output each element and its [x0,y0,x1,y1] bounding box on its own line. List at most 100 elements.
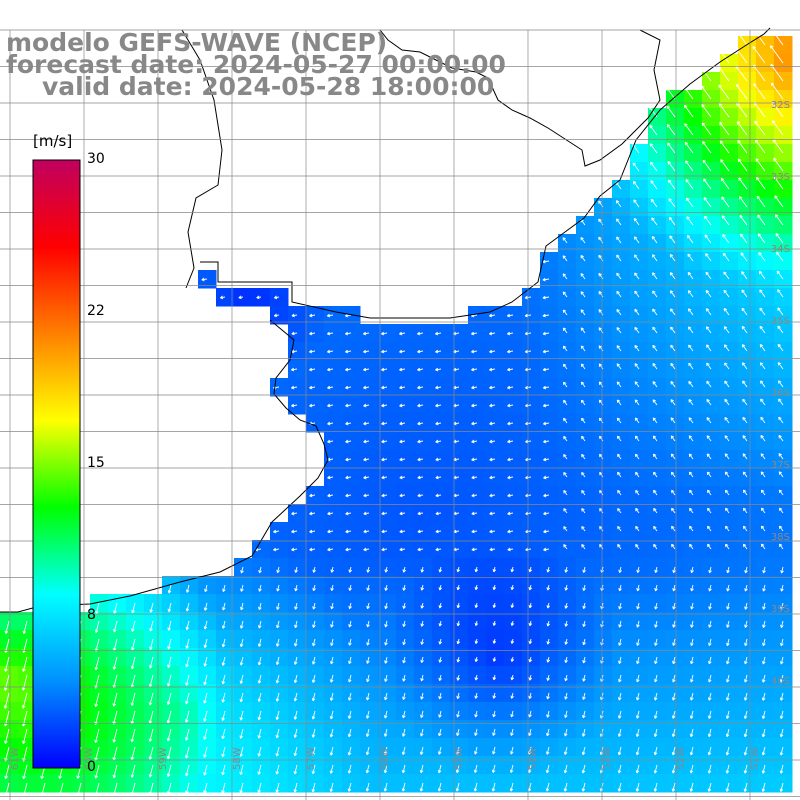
field-cell [648,288,667,307]
wind-arrow [528,602,533,609]
field-cell [360,414,379,433]
wind-arrow [417,475,424,480]
field-cell [288,522,307,541]
wind-arrow [546,728,550,737]
field-cell [396,324,415,343]
wind-arrow [685,160,694,172]
wind-arrow [780,638,784,647]
field-cell [378,486,397,505]
wind-arrow [598,363,604,370]
wind-arrow [402,638,406,646]
field-cell [558,234,577,253]
wind-arrow [112,764,118,779]
wind-arrow [112,782,118,796]
field-cell [720,234,739,253]
wind-arrow [580,309,586,316]
wind-arrow [580,273,586,280]
field-cell [378,504,397,523]
wind-arrow [689,507,694,514]
field-cell [738,72,757,91]
wind-arrow [616,236,622,244]
wind-arrow [291,331,298,336]
field-cell [756,450,775,469]
wind-arrow [706,471,712,478]
field-cell [630,216,649,235]
field-cell [684,144,703,163]
wind-arrow [507,331,514,336]
field-cell [684,108,703,127]
wind-arrow [221,692,226,703]
field-cell [540,486,559,505]
wind-arrow [420,674,424,682]
field-cell [594,522,613,541]
wind-arrow [653,728,658,738]
wind-arrow [438,566,443,573]
wind-arrow [327,403,334,408]
field-cell [324,522,343,541]
wind-arrow [221,602,226,611]
wind-arrow [473,782,478,792]
wind-arrow [348,638,352,646]
field-cell [486,342,505,361]
wind-arrow [778,489,784,496]
wind-arrow [744,656,748,665]
field-cell [648,414,667,433]
wind-arrow [744,638,748,647]
wind-arrow [778,434,784,442]
field-cell [288,324,307,343]
wind-arrow [381,547,388,552]
field-cell [738,414,757,433]
wind-arrow [489,313,496,318]
field-cell [720,90,739,109]
wind-arrow [329,674,334,683]
field-cell [720,432,739,451]
wind-arrow [492,566,497,573]
wind-arrow [563,746,568,755]
wind-arrow [688,453,694,460]
wind-arrow [399,367,406,372]
field-cell [360,396,379,415]
wind-arrow [672,584,676,592]
lat-label: 37S [771,460,790,471]
field-cell [774,90,793,109]
field-cell [648,486,667,505]
wind-arrow [345,475,352,480]
field-cell [720,504,739,523]
wind-arrow [347,764,352,774]
wind-arrow [670,435,676,442]
wind-arrow [417,439,424,444]
wind-arrow [510,620,515,626]
wind-arrow [399,547,406,552]
wind-arrow [363,385,370,390]
wind-arrow [700,67,712,82]
wind-arrow [705,271,712,280]
wind-arrow [527,764,532,774]
wind-arrow [309,403,316,408]
field-cell [540,270,559,289]
field-cell [594,234,613,253]
wind-arrow [489,385,496,390]
colorbar-tick-label: 8 [87,607,96,623]
wind-arrow [474,602,479,609]
wind-arrow [221,728,226,740]
wind-arrow [419,764,424,774]
wind-arrow [148,764,154,778]
wind-arrow [581,782,586,792]
wind-arrow [653,489,658,496]
wind-arrow [636,674,640,683]
wind-arrow [4,620,10,634]
wind-arrow [275,746,280,757]
field-cell [612,234,631,253]
field-cell [648,216,667,235]
field-cell [702,90,721,109]
wind-arrow [363,547,370,552]
wind-arrow [258,602,262,611]
wind-arrow [615,200,622,208]
wind-arrow [649,124,658,136]
field-cell [720,144,739,163]
wind-arrow [564,584,569,591]
border-line [379,29,661,167]
wind-arrow [148,710,154,724]
wind-arrow [759,343,766,352]
field-cell [504,450,523,469]
